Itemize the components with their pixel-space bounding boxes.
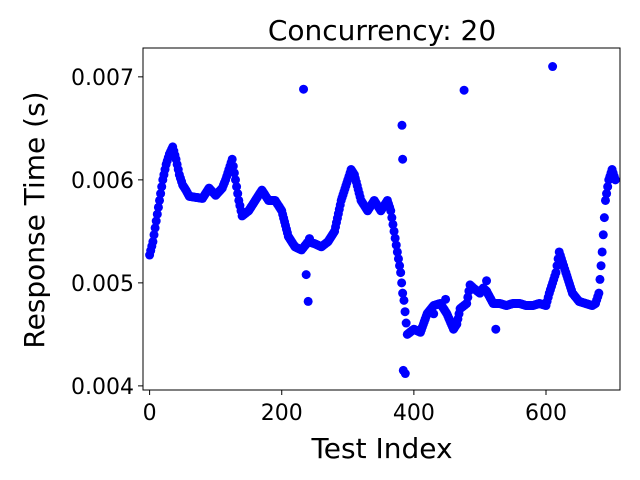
data-point — [157, 182, 167, 192]
y-tick-label: 0.005 — [71, 272, 134, 297]
y-tick-label: 0.006 — [71, 169, 134, 194]
x-axis-label: Test Index — [310, 432, 452, 465]
data-point — [441, 294, 451, 304]
data-point — [598, 230, 608, 240]
data-point — [150, 223, 160, 233]
data-point — [399, 295, 409, 305]
data-point — [301, 270, 311, 280]
data-point — [148, 237, 158, 247]
data-point — [227, 154, 237, 164]
data-point — [397, 278, 407, 288]
data-point — [230, 175, 240, 185]
y-tick-label: 0.004 — [71, 375, 134, 400]
data-point — [388, 219, 398, 229]
data-point — [392, 247, 402, 257]
data-point — [149, 230, 159, 240]
data-point — [396, 268, 406, 278]
data-point — [155, 195, 165, 205]
data-point — [228, 161, 238, 171]
data-point — [482, 276, 492, 286]
data-point — [391, 240, 401, 250]
y-tick-label: 0.007 — [71, 66, 134, 91]
chart-title: Concurrency: 20 — [268, 14, 496, 47]
y-axis-ticks: 0.004 0.005 0.006 0.007 — [71, 66, 143, 400]
data-points — [145, 62, 620, 379]
data-point — [610, 175, 620, 185]
data-point — [459, 85, 469, 95]
data-point — [597, 247, 607, 257]
data-point — [401, 318, 411, 328]
data-point — [233, 189, 243, 199]
data-point — [551, 268, 561, 278]
data-point — [600, 195, 610, 205]
data-point — [386, 206, 396, 216]
data-point — [232, 182, 242, 192]
data-point — [153, 202, 163, 212]
data-point — [398, 288, 408, 298]
data-point — [491, 324, 501, 334]
data-point — [387, 213, 397, 223]
data-point — [304, 234, 314, 244]
x-tick-label: 0 — [143, 401, 157, 426]
data-point — [389, 226, 399, 236]
x-axis-ticks: 0 200 400 600 — [143, 390, 567, 426]
data-point — [395, 261, 405, 271]
data-point — [152, 209, 162, 219]
data-point — [151, 216, 161, 226]
data-point — [400, 307, 410, 317]
data-point — [156, 189, 166, 199]
data-point — [393, 254, 403, 264]
x-tick-label: 200 — [261, 401, 303, 426]
x-tick-label: 400 — [393, 401, 435, 426]
y-axis-label: Response Time (s) — [18, 91, 51, 348]
data-point — [548, 62, 558, 72]
data-point — [429, 309, 439, 319]
plot-frame — [142, 47, 621, 391]
data-point — [299, 84, 309, 94]
data-point — [400, 369, 410, 379]
data-point — [603, 182, 613, 192]
data-point — [596, 261, 606, 271]
data-point — [390, 233, 400, 243]
data-point — [602, 189, 612, 199]
data-point — [397, 120, 407, 130]
x-tick-label: 600 — [525, 401, 567, 426]
data-point — [398, 154, 408, 164]
data-point — [303, 296, 313, 306]
data-point — [599, 213, 609, 223]
data-point — [594, 288, 604, 298]
data-point — [595, 274, 605, 284]
data-point — [229, 168, 239, 178]
